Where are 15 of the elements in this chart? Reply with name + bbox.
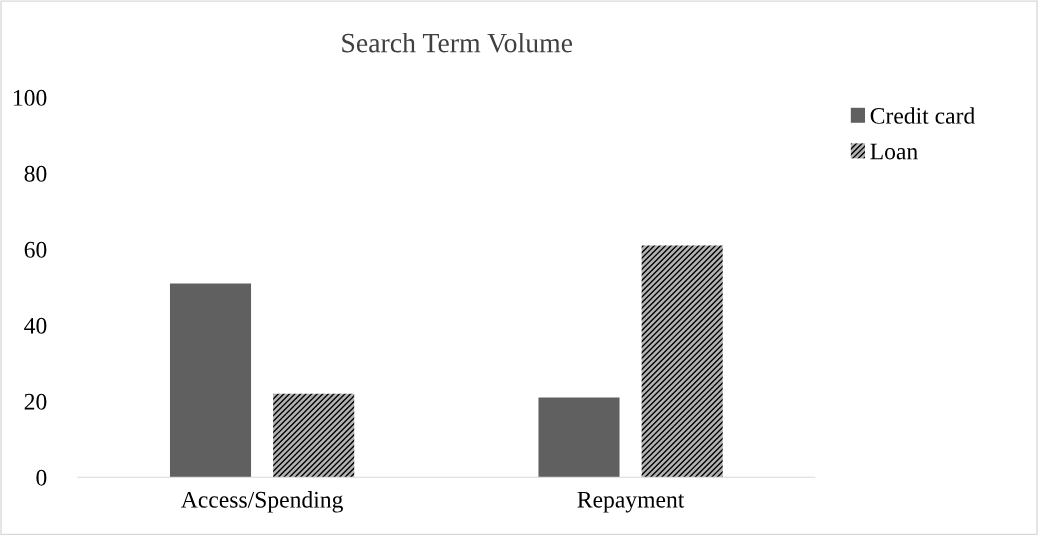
y-tick-label: 60 [24,241,47,258]
y-tick-label: 0 [36,469,47,486]
y-tick-label: 80 [24,165,47,182]
x-tick-label: Repayment [577,491,685,513]
legend-label: Loan [870,143,918,160]
x-tick-label: Access/Spending [181,491,343,513]
bar [641,245,723,478]
y-tick-label: 40 [24,317,47,334]
legend-label: Credit card [870,107,975,124]
bar [273,393,355,478]
bar [538,397,620,478]
y-tick-label: 100 [13,89,47,106]
bar [169,283,252,478]
y-tick-label: 20 [24,393,47,410]
chart-title: Search Term Volume [342,32,573,53]
